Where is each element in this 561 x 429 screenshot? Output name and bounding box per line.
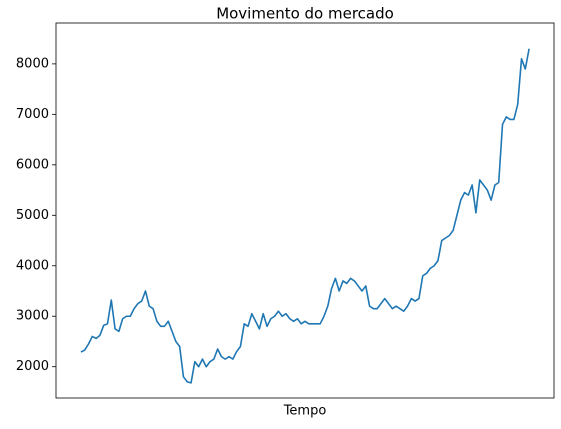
y-tick-label: 7000 [16,107,49,122]
x-axis-label: Tempo [283,404,327,419]
y-tick-label: 6000 [16,157,49,172]
y-tick-label: 2000 [16,359,49,374]
chart-title: Movimento do mercado [216,5,394,23]
y-tick-label: 8000 [16,56,49,71]
line-series [80,48,530,384]
y-tick-label: 4000 [16,258,49,273]
plot-frame [55,22,555,399]
y-tick-label: 3000 [16,309,49,324]
y-tick-label: 5000 [16,208,49,223]
